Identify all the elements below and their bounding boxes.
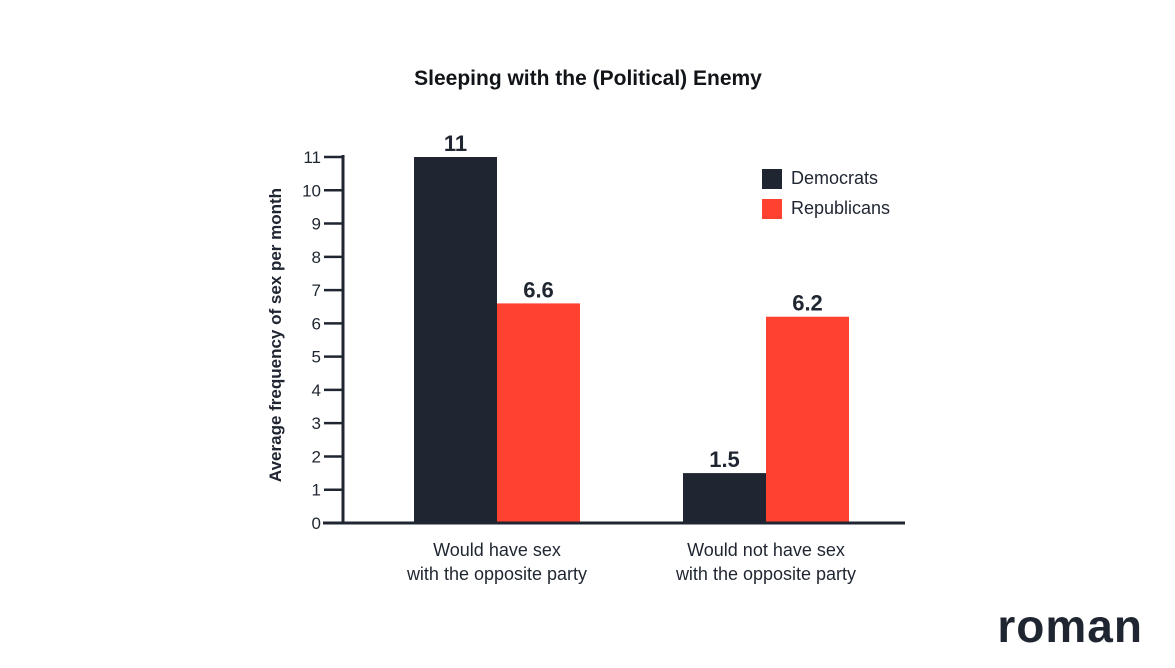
y-axis-label: Average frequency of sex per month bbox=[266, 188, 285, 482]
bar-democrats-2 bbox=[683, 473, 766, 523]
y-tick-label: 9 bbox=[312, 215, 321, 234]
y-tick-label: 5 bbox=[312, 348, 321, 367]
y-tick-label: 8 bbox=[312, 248, 321, 267]
y-ticks-layer: 0 1 2 3 4 5 6 7 8 9 10 11 bbox=[302, 148, 343, 533]
y-tick-label: 0 bbox=[312, 514, 321, 533]
y-tick-label: 11 bbox=[303, 148, 321, 167]
y-tick-label: 2 bbox=[312, 447, 321, 466]
legend-swatch-democrats bbox=[762, 169, 782, 189]
y-tick-label: 10 bbox=[302, 181, 321, 200]
y-tick-label: 6 bbox=[312, 314, 321, 333]
y-tick-label: 7 bbox=[312, 281, 321, 300]
legend-swatch-republicans bbox=[762, 199, 782, 219]
category-label-1-line-1: Would have sex bbox=[433, 540, 561, 560]
y-tick-label: 1 bbox=[312, 481, 321, 500]
category-labels-layer: Would have sex with the opposite party Wou… bbox=[406, 540, 856, 584]
data-label-republicans-2: 6.2 bbox=[792, 291, 823, 316]
data-labels-layer: 11 6.6 1.5 6.2 bbox=[444, 131, 823, 472]
data-label-democrats-1: 11 bbox=[444, 131, 467, 156]
category-label-2-line-1: Would not have sex bbox=[687, 540, 845, 560]
legend: Democrats Republicans bbox=[762, 168, 890, 219]
bar-republicans-2 bbox=[766, 316, 849, 523]
category-label-2-line-2: with the opposite party bbox=[675, 564, 856, 584]
roman-logo: roman bbox=[997, 600, 1143, 652]
y-tick-label: 3 bbox=[312, 414, 321, 433]
data-label-democrats-2: 1.5 bbox=[709, 447, 740, 472]
chart-title: Sleeping with the (Political) Enemy bbox=[414, 67, 762, 90]
y-tick-label: 4 bbox=[312, 381, 321, 400]
bar-democrats-1 bbox=[414, 157, 497, 523]
bars-layer bbox=[414, 157, 849, 523]
legend-label-republicans: Republicans bbox=[791, 198, 890, 218]
legend-label-democrats: Democrats bbox=[791, 168, 878, 188]
bar-republicans-1 bbox=[497, 303, 580, 523]
category-label-1-line-2: with the opposite party bbox=[406, 564, 587, 584]
data-label-republicans-1: 6.6 bbox=[523, 277, 554, 302]
